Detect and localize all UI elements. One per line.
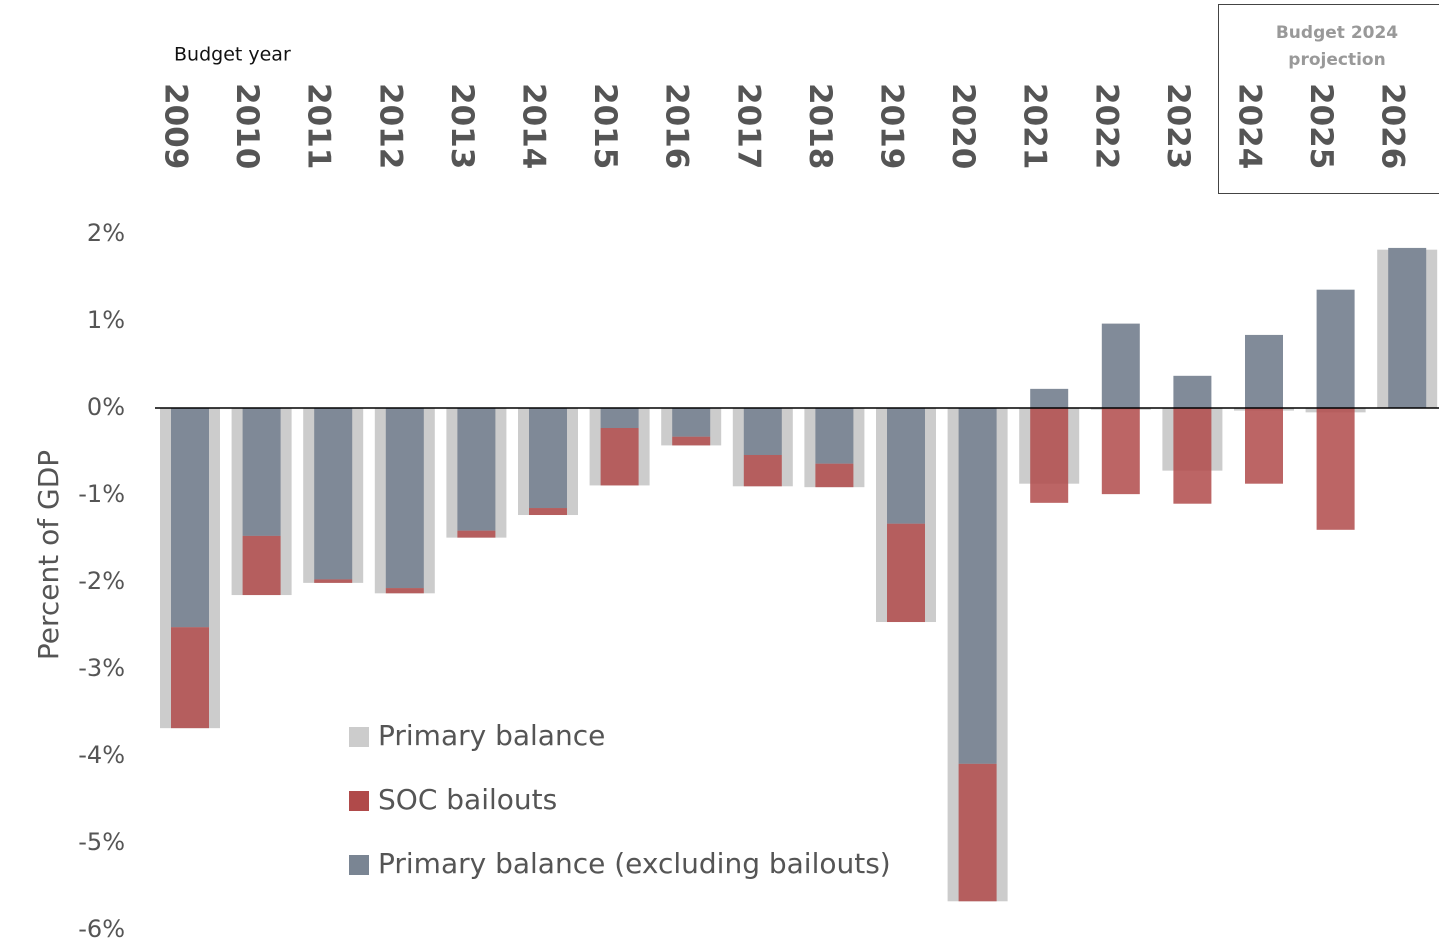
bar <box>1101 323 1140 408</box>
bar <box>1388 247 1427 408</box>
legend-label: Primary balance <box>378 719 605 752</box>
y-tick-label: -5% <box>78 828 125 856</box>
bar <box>887 408 925 524</box>
x-tick-label: 2010 <box>229 83 265 169</box>
y-tick-label: 1% <box>87 306 125 334</box>
bar <box>1173 408 1212 504</box>
y-tick-label: -6% <box>78 915 125 943</box>
bar <box>385 408 424 589</box>
bar <box>743 408 782 455</box>
bar <box>672 408 711 437</box>
x-tick-label: 2017 <box>730 83 766 169</box>
bar <box>242 408 281 536</box>
x-tick-label: 2014 <box>516 83 552 169</box>
x-tick-label: 2011 <box>301 83 337 169</box>
bar <box>529 508 567 516</box>
bar <box>1101 408 1140 495</box>
y-tick-label: -1% <box>78 480 125 508</box>
x-tick-label: 2009 <box>158 83 194 169</box>
bar <box>1245 334 1283 408</box>
y-tick-label: -4% <box>78 741 125 769</box>
legend-label: SOC bailouts <box>378 783 557 816</box>
projection-label: Budget 2024 projection <box>1275 23 1399 70</box>
bar <box>1245 408 1283 484</box>
y-tick-label: -2% <box>78 567 125 595</box>
bar <box>743 454 782 487</box>
x-tick-label: 2016 <box>659 83 695 169</box>
projection-box <box>1218 4 1439 194</box>
bar <box>815 463 854 488</box>
y-tick-label: -3% <box>78 654 125 682</box>
x-tick-label: 2025 <box>1303 83 1339 169</box>
x-tick-label: 2020 <box>945 83 981 169</box>
bar <box>887 523 925 623</box>
bar <box>1030 408 1069 503</box>
x-tick-label: 2026 <box>1375 83 1411 169</box>
bar <box>385 588 424 594</box>
y-tick-label: 2% <box>87 219 125 247</box>
bar <box>958 763 997 902</box>
bar <box>457 530 496 538</box>
legend-swatch <box>349 791 369 811</box>
legend-swatch <box>349 855 369 875</box>
bar <box>958 408 997 764</box>
y-axis-title: Percent of GDP <box>32 450 65 660</box>
bar <box>314 579 353 583</box>
bar <box>171 408 209 628</box>
x-tick-label: 2023 <box>1160 83 1196 169</box>
bar <box>242 535 281 596</box>
x-tick-label: 2022 <box>1088 83 1124 169</box>
bar <box>171 627 209 729</box>
legend-label: Primary balance (excluding bailouts) <box>378 847 891 880</box>
legend-swatch <box>349 727 369 747</box>
y-tick-label: 0% <box>87 393 125 421</box>
bar <box>314 408 353 580</box>
bar <box>815 408 854 464</box>
bar <box>1316 289 1355 408</box>
bar <box>600 428 639 486</box>
x-tick-label: 2021 <box>1017 83 1053 169</box>
x-axis-title: Budget year <box>174 44 291 66</box>
x-tick-label: 2018 <box>802 83 838 169</box>
x-tick-label: 2024 <box>1232 83 1268 169</box>
x-tick-label: 2019 <box>874 83 910 169</box>
bar <box>529 408 567 509</box>
bar <box>672 436 711 446</box>
x-tick-label: 2012 <box>372 83 408 169</box>
x-tick-label: 2013 <box>444 83 480 169</box>
bar <box>457 408 496 531</box>
bar <box>1173 375 1212 408</box>
bar <box>600 408 639 429</box>
bar <box>1316 408 1355 530</box>
bar <box>1030 388 1069 408</box>
x-tick-label: 2015 <box>587 83 623 169</box>
